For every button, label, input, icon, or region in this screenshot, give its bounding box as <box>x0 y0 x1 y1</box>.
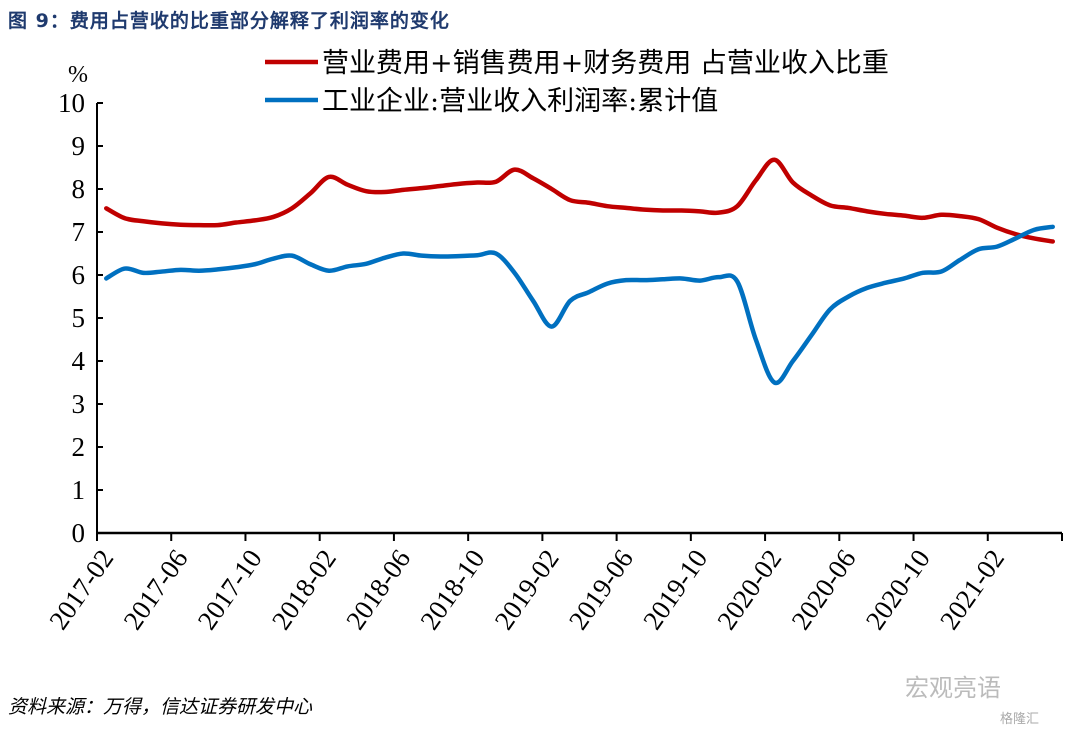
y-axis-unit: % <box>68 62 88 88</box>
x-tick-label: 2017-02 <box>43 544 119 635</box>
watermark-secondary: 格隆汇 <box>1000 712 1040 727</box>
watermark: 宏观亮语 <box>905 674 1001 702</box>
source-note: 资料来源：万得，信达证券研发中心 <box>8 696 313 718</box>
x-tick-label: 2018-06 <box>340 544 416 635</box>
x-tick-label: 2017-10 <box>192 544 268 635</box>
legend-label-2: 工业企业:营业收入利润率:累计值 <box>322 86 718 117</box>
x-tick-label: 2018-02 <box>266 544 342 635</box>
series-line-2 <box>104 224 1055 386</box>
y-tick-label: 9 <box>72 131 86 161</box>
series-line-1 <box>104 157 1055 244</box>
y-tick-label: 1 <box>72 475 86 505</box>
x-tick-label: 2019-02 <box>489 544 565 635</box>
x-tick-label: 2020-06 <box>786 544 862 635</box>
x-tick-label: 2020-02 <box>711 544 787 635</box>
y-tick-label: 0 <box>72 518 86 548</box>
legend-label-1: 营业费用+销售费用+财务费用 占营业收入比重 <box>322 48 889 79</box>
x-tick-label: 2017-06 <box>117 544 193 635</box>
x-tick-label: 2019-10 <box>637 544 713 635</box>
y-tick-label: 7 <box>72 217 86 247</box>
x-tick-label: 2019-06 <box>563 544 639 635</box>
y-tick-label: 6 <box>72 260 86 290</box>
x-tick-label: 2021-02 <box>934 544 1010 635</box>
y-tick-label: 2 <box>72 432 86 462</box>
x-tick-label: 2018-10 <box>414 544 490 635</box>
y-tick-label: 4 <box>72 346 86 376</box>
y-tick-label: 8 <box>72 174 86 204</box>
y-tick-label: 5 <box>72 303 86 333</box>
chart-title: 图 9：费用占营收的比重部分解释了利润率的变化 <box>8 10 450 32</box>
x-tick-label: 2020-10 <box>860 544 936 635</box>
y-tick-label: 3 <box>72 389 86 419</box>
y-tick-label: 10 <box>58 88 85 118</box>
